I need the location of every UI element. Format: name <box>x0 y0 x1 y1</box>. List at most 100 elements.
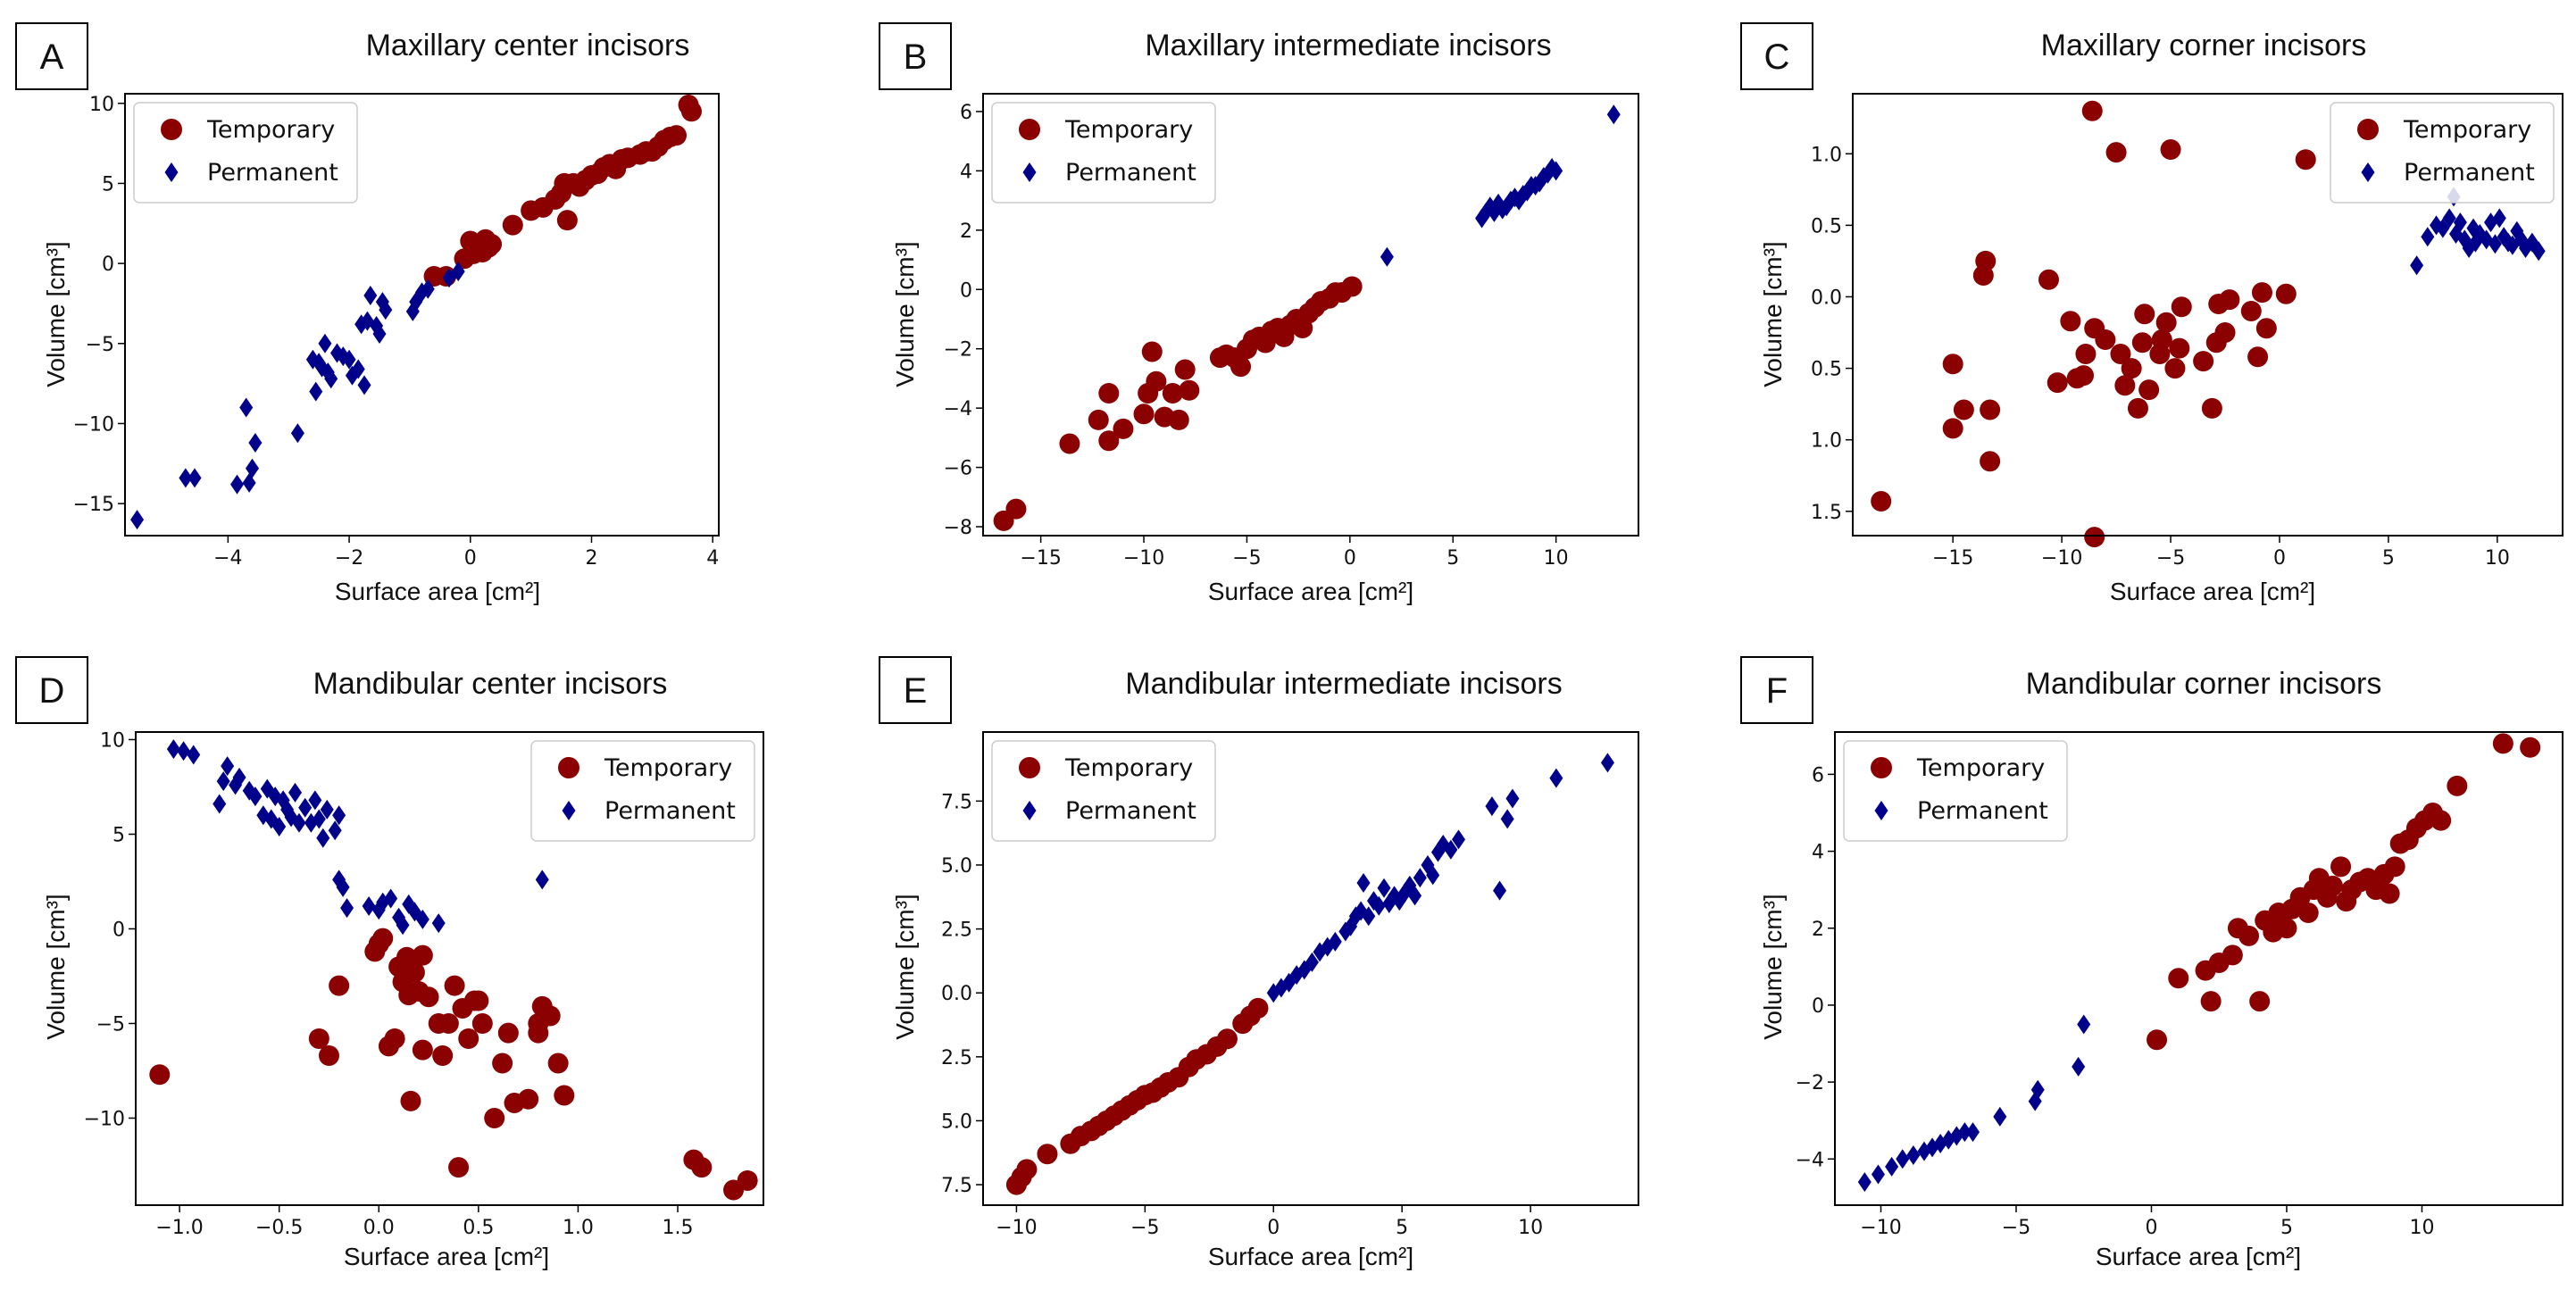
y-tick-label: 7.5 <box>941 791 972 813</box>
y-tick-label: 2.5 <box>941 1047 972 1069</box>
temporary-point <box>2447 775 2468 796</box>
temporary-point <box>1942 354 1963 375</box>
temporary-point <box>372 928 394 949</box>
temporary-point <box>737 1169 758 1191</box>
permanent-point <box>188 468 202 488</box>
legend-permanent-label: Permanent <box>1065 797 1196 825</box>
x-tick-label: 0 <box>1344 547 1356 570</box>
y-tick-label: −15 <box>73 494 114 516</box>
temporary-point <box>2127 397 2148 419</box>
permanent-point <box>415 909 429 929</box>
y-tick-label: 5 <box>102 173 114 196</box>
temporary-point <box>2072 365 2094 387</box>
x-tick-label: 2 <box>586 547 598 570</box>
temporary-point <box>492 1053 513 1074</box>
permanent-point <box>177 741 191 761</box>
panel-letter: F <box>1766 671 1788 711</box>
legend: Temporary Permanent <box>991 740 1216 842</box>
temporary-point <box>2169 337 2190 359</box>
y-tick-label: −2 <box>944 339 972 362</box>
temporary-point <box>2164 358 2186 379</box>
chart-title: Mandibular corner incisors <box>2026 667 2382 701</box>
permanent-point <box>342 349 356 370</box>
y-axis-label: Volume [cm³] <box>42 894 70 1039</box>
y-axis-label: Volume [cm³] <box>42 241 70 387</box>
temporary-point <box>2276 918 2297 939</box>
y-tick-label: 7.5 <box>941 1175 972 1197</box>
temporary-point <box>418 986 439 1008</box>
temporary-point <box>384 1028 405 1049</box>
legend-temporary-marker <box>1019 119 1040 140</box>
permanent-point <box>2442 208 2456 229</box>
temporary-point <box>2047 372 2068 394</box>
y-tick-label: 6 <box>1812 764 1824 786</box>
permanent-point <box>1549 161 1563 181</box>
x-tick-label: 5 <box>1396 1217 1408 1239</box>
temporary-point <box>502 214 523 236</box>
temporary-point <box>2520 736 2541 758</box>
panel-letter: C <box>1764 37 1790 77</box>
permanent-point <box>1857 1172 1872 1193</box>
temporary-point <box>468 990 489 1011</box>
legend-temporary-label: Temporary <box>1064 754 1193 782</box>
y-axis-label: Volume [cm³] <box>1759 894 1787 1039</box>
data-marks <box>993 104 1621 531</box>
permanent-point <box>1371 895 1386 916</box>
x-tick-label: 0.5 <box>463 1217 494 1239</box>
panel-letter-box <box>15 22 88 90</box>
permanent-point <box>248 786 263 807</box>
legend-temporary-label: Temporary <box>1064 116 1193 144</box>
plot-frame <box>1852 93 2563 537</box>
temporary-point <box>518 1088 539 1110</box>
temporary-point <box>2384 856 2405 878</box>
y-axis-label: Volume [cm³] <box>1759 241 1787 387</box>
y-axis-label: Volume [cm³] <box>891 241 919 387</box>
temporary-point <box>2322 875 2343 896</box>
x-tick-label: −2 <box>335 547 363 570</box>
permanent-point <box>318 333 332 354</box>
x-tick-label: −10 <box>996 1217 1037 1239</box>
panel-a: A Maxillary center incisors −4 −2 0 2 4 −15 −10 −… <box>15 22 720 605</box>
temporary-point <box>1341 276 1363 297</box>
plot-frame <box>135 731 764 1206</box>
chart-title: Maxillary corner incisors <box>2041 29 2367 62</box>
temporary-point <box>2075 344 2097 365</box>
y-tick-label: 0 <box>1812 995 1824 1018</box>
permanent-point <box>332 805 346 826</box>
temporary-point <box>1975 250 1997 271</box>
permanent-point <box>1966 1122 1980 1143</box>
y-tick-label: 5.0 <box>941 855 972 878</box>
x-tick-label: 1.0 <box>563 1217 594 1239</box>
temporary-point <box>1016 1159 1038 1180</box>
permanent-point <box>1426 865 1440 886</box>
y-tick-label: 5 <box>113 824 125 846</box>
x-tick-label: 0 <box>2273 547 2286 570</box>
legend-temporary-marker <box>2357 119 2379 140</box>
x-tick-label: 1.5 <box>663 1217 694 1239</box>
permanent-point <box>316 828 330 848</box>
temporary-point <box>444 975 465 996</box>
permanent-point <box>230 474 245 495</box>
permanent-point <box>1885 1156 1899 1177</box>
legend-box <box>133 102 358 204</box>
x-tick-label: −0.5 <box>255 1217 303 1239</box>
plot-frame <box>1834 731 2563 1206</box>
permanent-point <box>1906 1144 1921 1165</box>
temporary-point <box>2168 968 2189 989</box>
data-marks <box>1857 733 2541 1193</box>
chart-title: Mandibular intermediate incisors <box>1125 667 1562 701</box>
permanent-point <box>1600 753 1614 773</box>
x-tick-label: 0 <box>464 547 477 570</box>
permanent-point <box>362 896 376 917</box>
temporary-point <box>484 1107 505 1128</box>
legend-temporary-marker <box>1871 757 1892 778</box>
temporary-point <box>1216 1028 1238 1050</box>
permanent-point <box>320 799 334 820</box>
permanent-point <box>1444 839 1458 860</box>
x-tick-label: 4 <box>706 547 719 570</box>
temporary-point <box>1037 1144 1058 1165</box>
y-tick-label: 0.0 <box>941 983 972 1005</box>
legend-temporary-label: Temporary <box>1916 754 2045 782</box>
temporary-point <box>412 1039 433 1061</box>
permanent-point <box>216 771 230 792</box>
